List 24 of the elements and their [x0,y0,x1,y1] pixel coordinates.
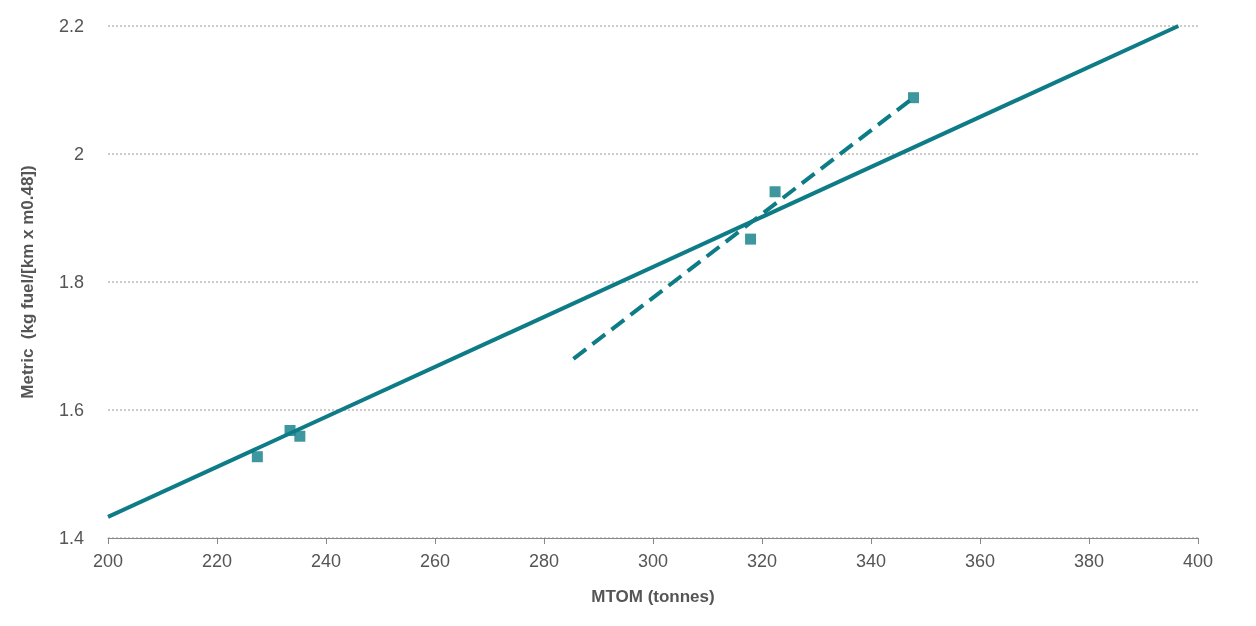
point [284,424,296,436]
x-tick-label: 360 [964,551,996,571]
x-tick-label: 380 [1073,551,1105,571]
x-axis-title: MTOM (tonnes) [591,587,715,606]
x-tick-label: 400 [1182,551,1214,571]
x-tick-label: 340 [855,551,887,571]
x-tick-label: 280 [528,551,560,571]
point [294,430,306,442]
x-tick-label: 300 [637,551,669,571]
x-tick-label: 320 [746,551,778,571]
point [908,92,920,104]
y-tick-label: 1.6 [58,400,84,420]
y-tick-label: 2 [73,144,84,164]
y-tick-label: 1.8 [58,272,84,292]
point [745,233,757,245]
x-tick-label: 220 [201,551,233,571]
point [251,451,263,463]
x-tick-label: 200 [92,551,124,571]
x-tick-label: 240 [310,551,342,571]
x-tick-label: 260 [419,551,451,571]
point [769,186,781,198]
y-axis-title: Metric (kg fuel/[km x m0.48]) [18,165,37,399]
y-tick-label: 2.2 [58,16,84,36]
y-tick-label: 1.4 [58,528,84,548]
